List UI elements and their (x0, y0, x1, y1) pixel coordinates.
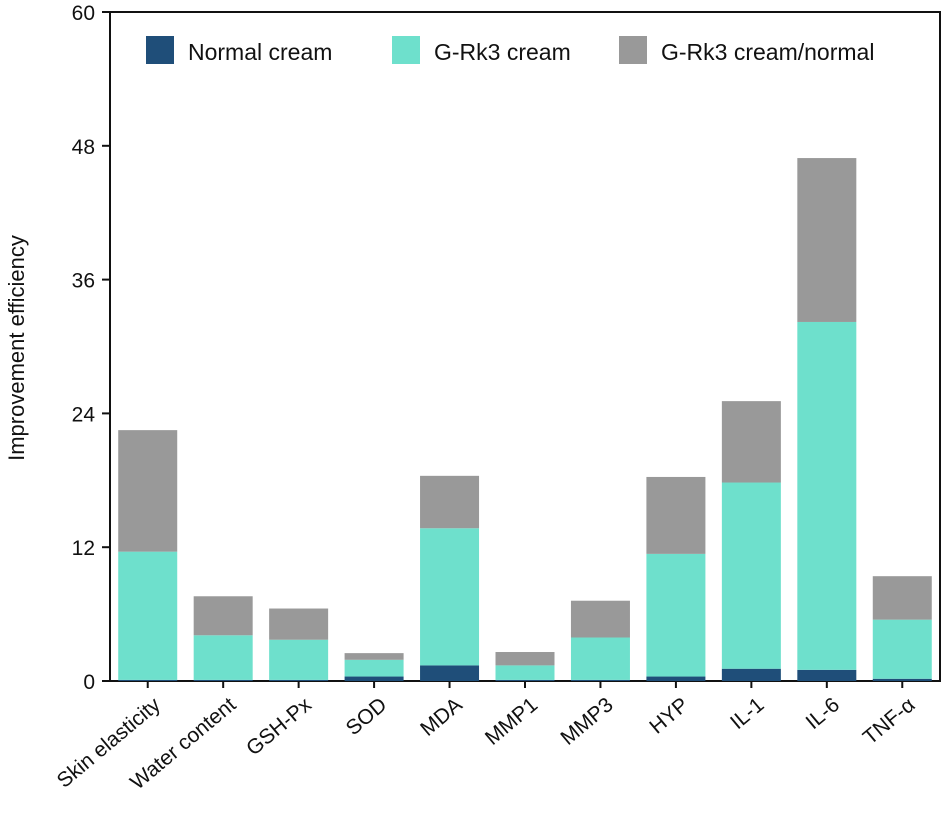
legend-swatch (392, 36, 420, 64)
bar-segment-normal-cream (646, 676, 706, 681)
bar-segment-g-rk3-cream (193, 635, 253, 680)
y-ticks-layer: 0 12 24 36 48 60 (72, 2, 110, 694)
bar-segment-normal-cream (118, 679, 178, 681)
bar-segment-g-rk3-cream (420, 528, 480, 666)
bar-segment-g-rk3-cream (495, 665, 555, 680)
bar-segment-normal-cream (797, 669, 857, 681)
legend-swatch (619, 36, 647, 64)
bar-segment-g-rk3-cream (118, 551, 178, 680)
x-category-label: MMP1 (481, 693, 542, 750)
y-tick-label: 36 (72, 270, 95, 293)
bar-segment-g-rk3-cream (797, 321, 857, 670)
bar-segment-g-rk3-cream-normal (646, 476, 706, 554)
y-tick-label: 60 (72, 2, 95, 25)
bar-segment-g-rk3-cream-normal (118, 430, 178, 552)
bar-segment-normal-cream (872, 678, 932, 681)
y-tick-label: 48 (72, 136, 95, 159)
legend-label: G-Rk3 cream (434, 39, 571, 65)
bar-segment-g-rk3-cream (872, 619, 932, 679)
x-category-label: HYP (645, 693, 693, 738)
x-category-label: IL-6 (802, 693, 845, 734)
legend: Normal cream G-Rk3 cream G-Rk3 cream/norma… (146, 36, 874, 65)
legend-swatch (146, 36, 174, 64)
x-category-label: TNF-α (859, 693, 920, 749)
x-category-label: MMP3 (556, 693, 617, 750)
bar-segment-normal-cream (495, 679, 555, 681)
bar-segment-g-rk3-cream-normal (495, 652, 555, 666)
bar-segment-g-rk3-cream (344, 659, 404, 677)
bar-segment-g-rk3-cream (646, 553, 706, 677)
bar-segment-g-rk3-cream-normal (269, 608, 329, 640)
x-category-label: IL-1 (726, 693, 769, 734)
bar-segment-g-rk3-cream (721, 482, 781, 669)
bar-segment-g-rk3-cream-normal (570, 600, 630, 638)
bar-segment-g-rk3-cream-normal (872, 576, 932, 620)
bar-segment-normal-cream (344, 676, 404, 681)
bar-segment-normal-cream (721, 668, 781, 681)
bar-segment-normal-cream (570, 679, 630, 681)
bar-segment-g-rk3-cream-normal (193, 596, 253, 636)
y-tick-label: 12 (72, 537, 95, 560)
y-tick-label: 24 (72, 403, 96, 426)
bar-segment-g-rk3-cream-normal (721, 401, 781, 483)
bar-segment-normal-cream (420, 665, 480, 681)
x-category-label: GSH-Px (242, 693, 316, 760)
x-category-label: SOD (342, 693, 392, 740)
bar-segment-normal-cream (193, 679, 253, 681)
bar-segment-g-rk3-cream-normal (420, 475, 480, 529)
legend-label: G-Rk3 cream/normal (661, 39, 874, 65)
bars-layer (118, 158, 932, 681)
bar-segment-g-rk3-cream-normal (344, 653, 404, 660)
bar-segment-normal-cream (269, 679, 329, 681)
bar-segment-g-rk3-cream (269, 639, 329, 680)
y-axis-title: Improvement efficiency (4, 235, 29, 461)
bar-segment-g-rk3-cream-normal (797, 158, 857, 322)
x-category-label: MDA (416, 693, 467, 741)
bar-segment-g-rk3-cream (570, 637, 630, 680)
y-tick-label: 0 (83, 671, 95, 694)
legend-label: Normal cream (188, 39, 332, 65)
